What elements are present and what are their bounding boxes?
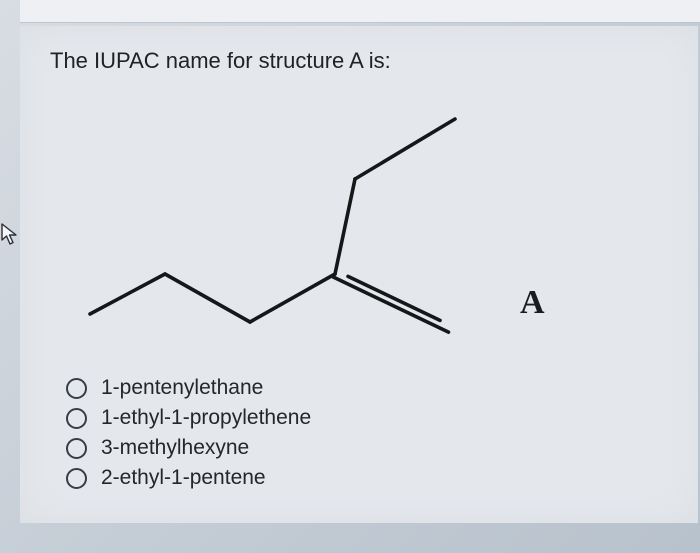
option-row[interactable]: 1-ethyl-1-propylethene xyxy=(66,406,698,430)
radio-icon[interactable] xyxy=(66,408,87,429)
option-label: 2-ethyl-1-pentene xyxy=(101,466,266,490)
answer-options: 1-pentenylethane 1-ethyl-1-propylethene … xyxy=(50,376,698,490)
option-row[interactable]: 3-methylhexyne xyxy=(66,436,698,460)
option-label: 3-methylhexyne xyxy=(101,436,249,460)
option-label: 1-ethyl-1-propylethene xyxy=(101,406,311,430)
question-card: The IUPAC name for structure A is: A 1-p… xyxy=(20,26,698,523)
structure-label-a: A xyxy=(520,284,545,322)
radio-icon[interactable] xyxy=(66,468,87,489)
molecule-structure: A xyxy=(50,84,610,384)
question-prompt: The IUPAC name for structure A is: xyxy=(50,48,698,74)
window-chrome-strip xyxy=(20,0,700,23)
molecule-svg-container xyxy=(50,84,610,384)
radio-icon[interactable] xyxy=(66,438,87,459)
option-row[interactable]: 2-ethyl-1-pentene xyxy=(66,466,698,490)
cursor-icon xyxy=(0,222,22,248)
